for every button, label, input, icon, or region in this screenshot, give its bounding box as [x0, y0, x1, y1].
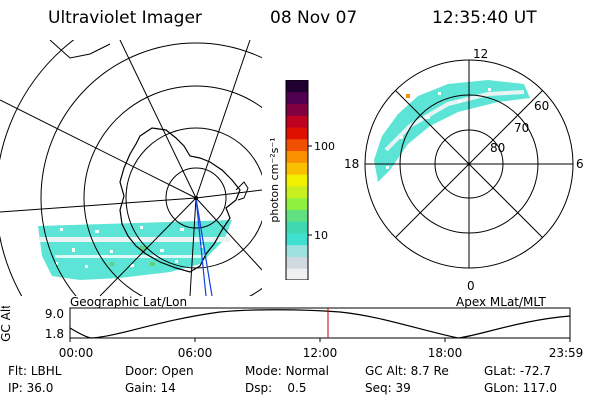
colorbar-gradient: [286, 80, 308, 280]
orbit-xticks: [69, 338, 571, 342]
orbit-ytick: 1.8: [45, 327, 64, 341]
colorbar-stripe: [286, 150, 308, 163]
status-seq: Seq: 39: [365, 381, 411, 395]
colorbar-stripe: [286, 162, 308, 175]
orbit-xtick-label: 06:00: [178, 346, 213, 360]
colorbar-stripe: [286, 268, 308, 280]
orbit-xtick-label: 23:59: [549, 346, 584, 360]
aurora-stripe: [40, 237, 230, 242]
instrument-title: Ultraviolet Imager: [48, 8, 202, 28]
colorbar-stripe: [286, 221, 308, 234]
time-label: 12:35:40 UT: [432, 8, 537, 28]
date-label: 08 Nov 07: [270, 8, 358, 28]
status-filter: Flt: LBHL: [8, 364, 62, 378]
status-door: Door: Open: [125, 364, 194, 378]
geographic-map: [0, 40, 262, 296]
orbit-altitude-plot: GC Alt 9.0 1.8 00:00 06:00 12:00 18:00 2…: [0, 306, 584, 360]
status-gc-alt: GC Alt: 8.7 Re: [365, 364, 449, 378]
pole-marker: [194, 196, 198, 200]
mlt-label-6: 6: [576, 157, 584, 171]
colorbar-stripe: [286, 244, 308, 257]
meridians: [0, 40, 262, 296]
colorbar-stripe: [286, 91, 308, 105]
colorbar-stripe: [286, 103, 308, 116]
apex-map-label: Apex MLat/MLT: [456, 295, 546, 309]
colorbar-stripe: [286, 127, 308, 140]
mlat-label-80: 80: [490, 141, 505, 155]
aurora-bright-spots: [110, 246, 155, 266]
colorbar-units-label: photon cm⁻²s⁻¹: [268, 137, 281, 222]
mlt-label-18: 18: [344, 157, 359, 171]
orbit-ylabel: GC Alt: [0, 306, 13, 342]
status-ip: IP: 36.0: [8, 381, 54, 395]
orbit-xtick-label: 12:00: [303, 346, 338, 360]
mlat-label-70: 70: [514, 121, 529, 135]
status-glat: GLat: -72.7: [484, 364, 551, 378]
orbit-ytick: 9.0: [45, 307, 64, 321]
peninsula-coastline: [235, 181, 249, 201]
mlt-label-12: 12: [473, 47, 488, 61]
colorbar-stripe: [286, 256, 308, 269]
mlat-label-60: 60: [534, 99, 549, 113]
aurora-stripe: [55, 255, 205, 258]
status-gain: Gain: 14: [125, 381, 176, 395]
colorbar-stripe: [286, 185, 308, 199]
colorbar-stripe: [286, 174, 308, 187]
antarctica-coastline: [119, 127, 241, 273]
altitude-curve: [69, 309, 571, 339]
colorbar-stripe: [286, 138, 308, 152]
orbit-plot-frame: [69, 307, 571, 339]
colorbar: 100 10 photon cm⁻²s⁻¹: [268, 80, 335, 280]
aurora-hot-spot: [406, 94, 410, 98]
aurora-stripe: [384, 90, 525, 152]
colorbar-stripe: [286, 80, 308, 93]
colorbar-stripe: [286, 197, 308, 210]
colorbar-stripe: [286, 115, 308, 128]
south-america-coastline: [49, 40, 111, 59]
spacecraft-track: [195, 197, 213, 296]
apex-polar-plot: 12 18 6 0 60 70 80: [344, 47, 584, 293]
colorbar-tick-label: 10: [314, 229, 328, 242]
status-mode: Mode: Normal: [245, 364, 329, 378]
colorbar-tick-label: 100: [314, 140, 335, 153]
orbit-xtick-label: 18:00: [428, 346, 463, 360]
status-glon: GLon: 117.0: [484, 381, 557, 395]
aurora-region: [374, 80, 530, 182]
mlt-label-0: 0: [467, 279, 475, 293]
aurora-speckle: [386, 88, 491, 169]
mlt-lines: [365, 60, 573, 268]
status-dsp: Dsp: 0.5: [245, 381, 307, 395]
colorbar-stripe: [286, 209, 308, 222]
geographic-map-label: Geographic Lat/Lon: [70, 295, 188, 309]
orbit-xtick-label: 00:00: [59, 346, 94, 360]
colorbar-frame: [285, 80, 309, 280]
colorbar-stripe: [286, 232, 308, 246]
